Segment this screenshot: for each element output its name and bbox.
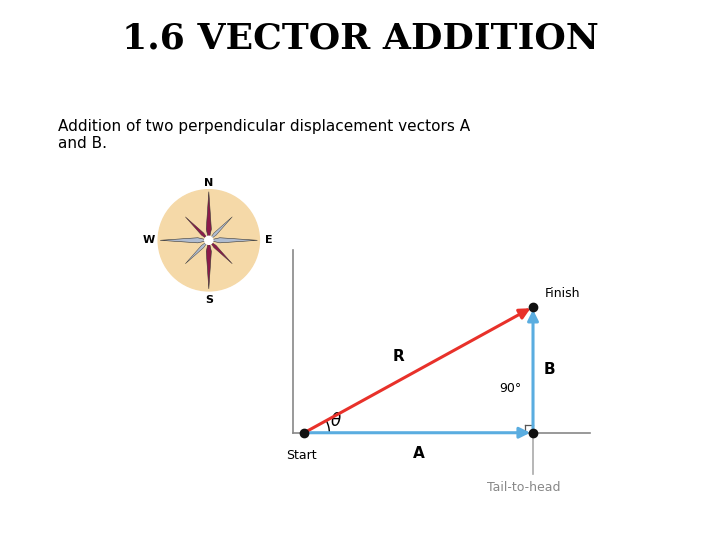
- Polygon shape: [206, 240, 212, 289]
- Text: Tail-to-head: Tail-to-head: [487, 481, 561, 494]
- Polygon shape: [209, 238, 258, 243]
- Circle shape: [158, 190, 259, 291]
- Polygon shape: [209, 217, 233, 240]
- Text: Finish: Finish: [545, 287, 580, 300]
- Polygon shape: [160, 238, 209, 243]
- Text: A: A: [413, 446, 425, 461]
- Circle shape: [204, 237, 213, 244]
- Text: Addition of two perpendicular displacement vectors A
and B.: Addition of two perpendicular displaceme…: [58, 119, 469, 151]
- Text: N: N: [204, 178, 213, 188]
- Text: S: S: [204, 295, 213, 305]
- Text: 90°: 90°: [499, 382, 521, 395]
- Text: E: E: [265, 235, 273, 245]
- Text: W: W: [143, 235, 155, 245]
- Text: B: B: [543, 362, 555, 377]
- Polygon shape: [206, 192, 212, 240]
- Text: θ: θ: [331, 413, 341, 430]
- Text: 1.6 VECTOR ADDITION: 1.6 VECTOR ADDITION: [122, 22, 598, 56]
- Text: Start: Start: [287, 449, 318, 462]
- Polygon shape: [185, 217, 209, 240]
- Polygon shape: [185, 240, 209, 264]
- Polygon shape: [209, 240, 233, 264]
- Text: R: R: [392, 349, 404, 363]
